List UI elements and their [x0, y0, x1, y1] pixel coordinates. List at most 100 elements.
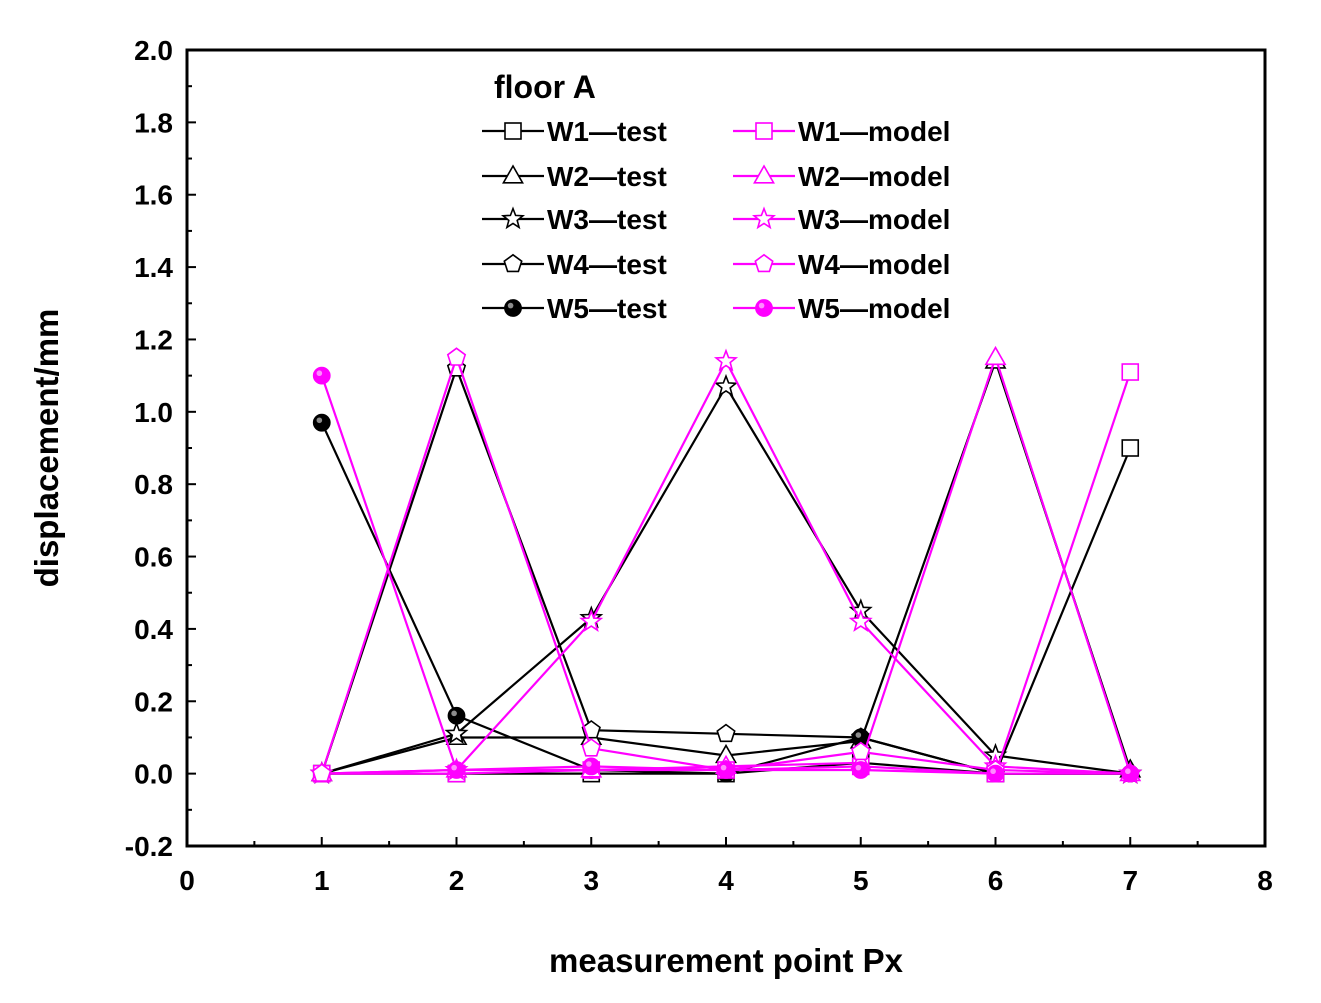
legend-label: W5—model — [798, 293, 950, 324]
x-axis-title: measurement point Px — [549, 942, 904, 979]
legend-marker-highlight — [507, 302, 514, 309]
data-point — [717, 761, 735, 779]
data-point — [444, 721, 469, 745]
data-point-highlight — [316, 370, 323, 377]
data-point — [851, 741, 871, 761]
data-point-highlight — [990, 768, 996, 775]
data-point-highlight — [451, 764, 457, 771]
data-point — [312, 763, 332, 782]
legend-label: W2—test — [547, 161, 667, 192]
y-tick-label: 0.2 — [134, 686, 173, 717]
legend-marker — [503, 253, 523, 273]
legend-item: W3—model — [733, 204, 950, 235]
data-point — [713, 348, 739, 372]
series-line — [321, 353, 1132, 775]
data-point-fill — [312, 413, 331, 432]
legend-marker-fill — [755, 299, 773, 317]
legend-item: W5—model — [733, 293, 950, 324]
legend-label: W3—test — [547, 204, 667, 235]
data-point — [446, 347, 467, 366]
series-line — [320, 422, 1131, 775]
data-point-fill — [447, 706, 466, 725]
data-point — [1121, 764, 1140, 783]
series-line — [321, 384, 1131, 775]
legend-marker — [755, 122, 773, 140]
data-point — [848, 609, 873, 632]
legend-marker-fill — [504, 299, 522, 317]
series-line — [321, 357, 1132, 775]
y-tick-label: 1.0 — [134, 397, 173, 428]
data-point-fill — [1121, 764, 1140, 783]
data-point — [851, 761, 870, 779]
data-point-fill — [447, 761, 466, 779]
data-point-fill — [582, 757, 601, 776]
x-tick-label: 6 — [988, 865, 1004, 896]
data-point-highlight — [855, 764, 862, 771]
legend-label: W1—test — [547, 116, 667, 147]
y-tick-label: 0.0 — [134, 759, 173, 790]
legend-label: W5—test — [547, 293, 667, 324]
legend-marker-highlight — [758, 302, 765, 309]
legend-label: W1—model — [798, 116, 950, 147]
data-point-highlight — [451, 710, 457, 717]
data-point — [716, 723, 736, 743]
x-tick-label: 1 — [314, 865, 330, 896]
y-tick-label: 1.2 — [134, 324, 173, 355]
legend-item: W2—test — [482, 161, 667, 192]
legend-item: W1—model — [733, 116, 950, 147]
legend-item: W4—test — [482, 249, 667, 280]
series-8-model — [309, 348, 1143, 784]
x-tick-label: 7 — [1122, 865, 1138, 896]
data-point — [579, 609, 604, 632]
data-point-highlight — [1125, 768, 1131, 775]
x-tick-label: 4 — [718, 865, 734, 896]
x-tick-label: 3 — [583, 865, 599, 896]
data-point — [312, 366, 331, 385]
data-point-fill — [986, 764, 1005, 783]
x-tick-label: 2 — [449, 865, 465, 896]
y-tick-label: 1.4 — [134, 252, 173, 283]
legend-title: floor A — [494, 69, 596, 105]
legend-marker — [502, 164, 524, 184]
series-line — [320, 375, 1131, 775]
series-line — [320, 354, 1131, 775]
legend-label: W2—model — [798, 161, 950, 192]
data-point — [312, 413, 331, 432]
y-tick-label: 1.8 — [134, 107, 173, 138]
data-point-highlight — [586, 761, 592, 767]
data-point — [582, 757, 601, 776]
data-point — [986, 764, 1005, 783]
data-point — [447, 706, 466, 725]
x-tick-label: 0 — [179, 865, 195, 896]
data-point — [581, 738, 601, 757]
legend-item: W4—model — [733, 249, 950, 280]
data-point-highlight — [855, 732, 862, 738]
legend: floor A W1—test W2—test W3—test W4—test W5—te… — [482, 69, 950, 324]
legend-marker — [753, 164, 775, 184]
x-tick-label: 5 — [853, 865, 869, 896]
legend-item: W2—model — [733, 161, 950, 192]
data-point — [713, 373, 739, 397]
legend-marker — [751, 206, 777, 230]
data-point-fill — [717, 761, 735, 779]
data-point-highlight — [720, 764, 727, 771]
legend-item: W5—test — [482, 293, 667, 324]
legend-marker — [754, 253, 774, 273]
plot-series — [309, 345, 1143, 784]
legend-label: W3—model — [798, 204, 950, 235]
data-point — [1121, 439, 1140, 457]
y-tick-label: 0.4 — [134, 614, 173, 645]
series-line — [321, 371, 1132, 775]
x-tick-label: 8 — [1257, 865, 1273, 896]
y-tick-label: 2.0 — [134, 35, 173, 66]
legend-label: W4—model — [798, 249, 950, 280]
legend-marker — [500, 206, 526, 230]
y-tick-label: 0.6 — [134, 542, 173, 573]
data-point — [1121, 363, 1140, 381]
y-tick-label: 0.8 — [134, 469, 173, 500]
legend-marker — [755, 299, 773, 317]
y-axis-title: displacement/mm — [28, 309, 65, 588]
data-point — [447, 761, 466, 779]
series-3-test — [309, 373, 1143, 784]
